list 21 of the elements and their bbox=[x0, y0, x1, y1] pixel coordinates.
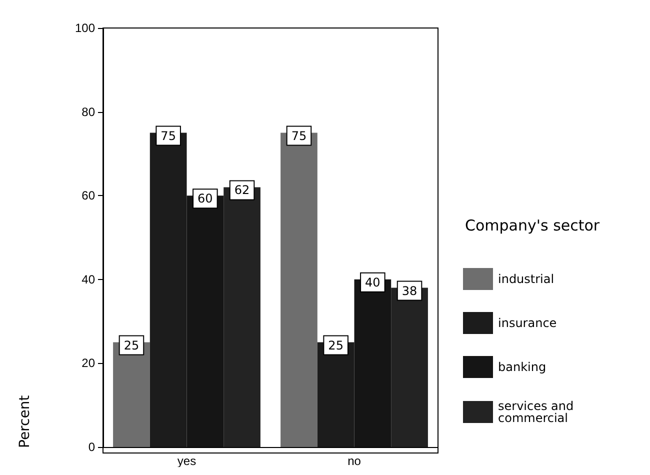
data-label: 60 bbox=[198, 192, 213, 206]
legend-title: Company's sector bbox=[465, 216, 600, 234]
legend-label: services and commercial bbox=[498, 399, 578, 425]
y-tick-label: 80 bbox=[82, 104, 96, 119]
y-tick-label: 100 bbox=[74, 21, 96, 35]
x-tick-label: no bbox=[348, 454, 362, 468]
data-label: 38 bbox=[402, 284, 418, 298]
data-label: 62 bbox=[234, 183, 250, 198]
legend-label: insurance bbox=[498, 316, 557, 330]
data-label: 25 bbox=[328, 338, 344, 352]
data-label: 25 bbox=[124, 338, 140, 352]
legend-label: banking bbox=[498, 360, 546, 374]
data-label: 75 bbox=[291, 128, 307, 143]
legend-label: industrial bbox=[498, 272, 554, 286]
y-tick-label: 60 bbox=[82, 188, 96, 203]
y-tick-label: 20 bbox=[82, 356, 96, 370]
data-label: 75 bbox=[160, 128, 176, 143]
data-label: 40 bbox=[365, 275, 380, 290]
y-tick-label: 0 bbox=[88, 440, 96, 454]
y-axis-title: Percent bbox=[17, 394, 33, 448]
y-tick-label: 40 bbox=[82, 272, 96, 286]
